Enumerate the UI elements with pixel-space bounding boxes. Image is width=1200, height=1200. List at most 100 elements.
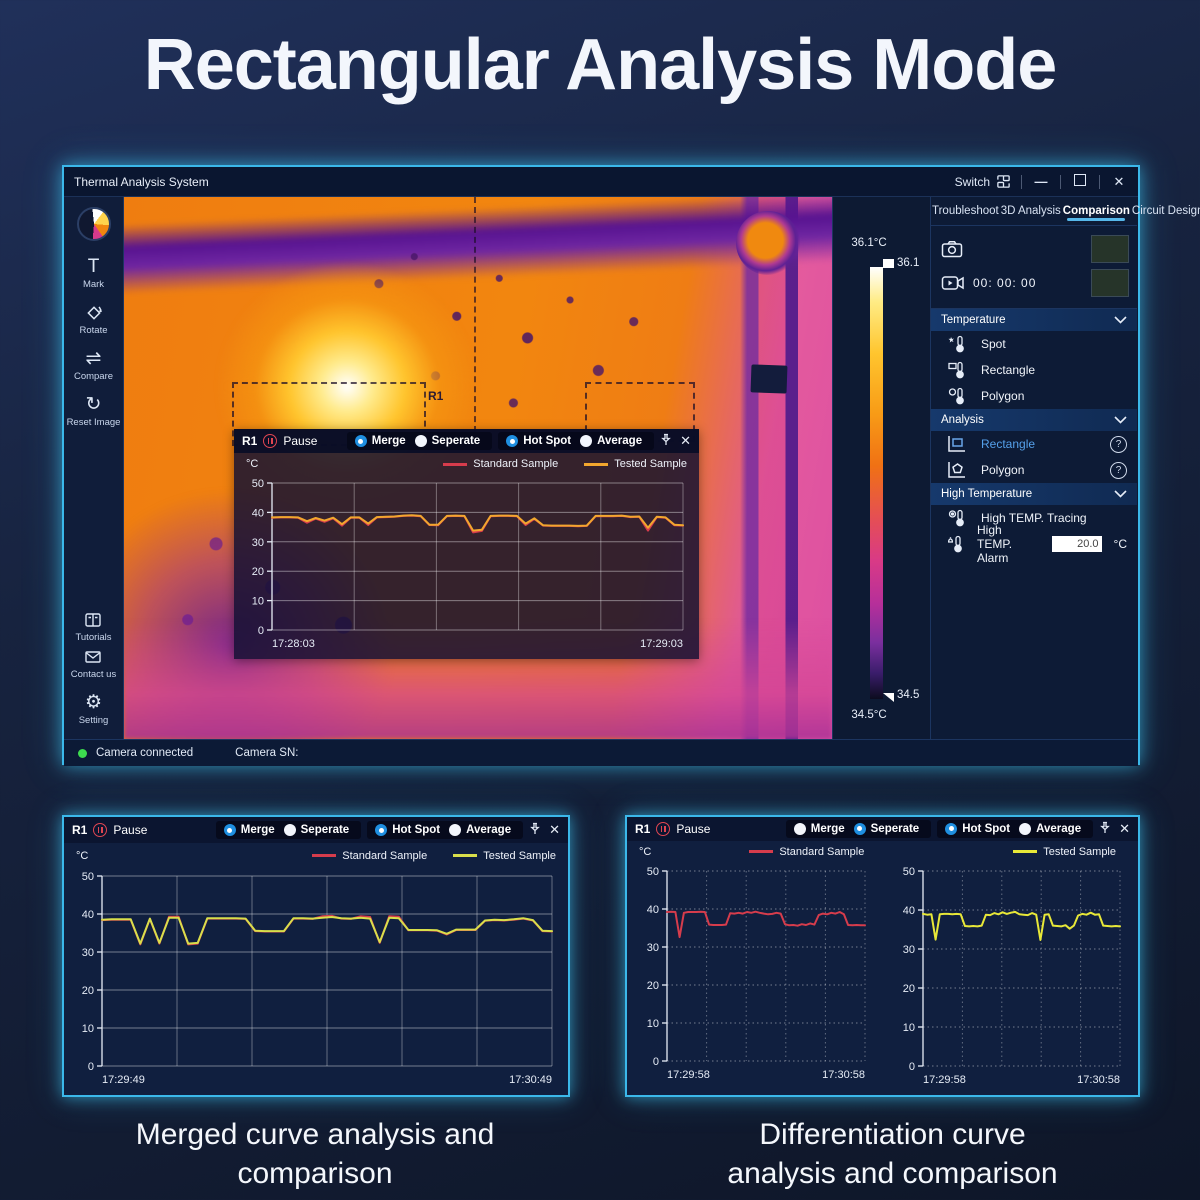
temperature-curve-chart: 0 10 20 30 40 50 17:28:03 17:29:03 bbox=[238, 475, 695, 657]
hot-spot-radio[interactable] bbox=[506, 435, 519, 448]
svg-text:10: 10 bbox=[647, 1018, 659, 1030]
pin-icon[interactable] bbox=[660, 433, 672, 449]
tab-bar: Troubleshoot 3D Analysis Comparison Circ… bbox=[931, 197, 1200, 226]
tab-circuit-design[interactable]: Circuit Design bbox=[1131, 205, 1200, 217]
section-temperature[interactable]: Temperature bbox=[931, 309, 1137, 331]
tab-3d-analysis[interactable]: 3D Analysis bbox=[1000, 205, 1061, 217]
close-button[interactable]: ✕ bbox=[1113, 173, 1125, 189]
tab-comparison[interactable]: Comparison bbox=[1062, 205, 1130, 221]
sidebar-item-compare[interactable]: ⇌ Compare bbox=[73, 348, 114, 383]
chart-header: R1 Pause Merge Seperate Hot Spot Average… bbox=[64, 817, 568, 844]
svg-text:40: 40 bbox=[82, 909, 94, 921]
mail-icon bbox=[83, 647, 103, 667]
switch-label: Switch bbox=[954, 174, 990, 189]
svg-text:17:30:58: 17:30:58 bbox=[1077, 1074, 1120, 1086]
section-high-temperature[interactable]: High Temperature bbox=[931, 483, 1137, 505]
roi-label: R1 bbox=[428, 389, 444, 403]
right-panel: Troubleshoot 3D Analysis Comparison Circ… bbox=[930, 197, 1200, 739]
rectangle-thermometer-icon bbox=[945, 360, 969, 380]
help-icon[interactable]: ? bbox=[1110, 435, 1127, 453]
camera-status-label: Camera connected bbox=[96, 747, 194, 759]
svg-text:0: 0 bbox=[88, 1061, 94, 1073]
record-video-icon[interactable] bbox=[941, 275, 965, 291]
svg-text:0: 0 bbox=[909, 1061, 915, 1073]
polygon-analysis-icon bbox=[945, 460, 969, 480]
svg-text:17:29:58: 17:29:58 bbox=[667, 1069, 710, 1081]
roi-guide-line bbox=[474, 197, 476, 442]
analysis-polygon[interactable]: Polygon ? bbox=[931, 457, 1137, 483]
sidebar-item-tutorials[interactable]: Tutorials bbox=[75, 610, 112, 643]
svg-text:17:30:49: 17:30:49 bbox=[509, 1074, 552, 1086]
legend-tested-sample: Tested Sample bbox=[1013, 846, 1116, 858]
mark-icon: T bbox=[87, 256, 100, 277]
legend-standard-sample: Standard Sample bbox=[312, 850, 427, 862]
maximize-button[interactable] bbox=[1071, 174, 1089, 189]
svg-text:17:28:03: 17:28:03 bbox=[272, 638, 315, 650]
status-bar: Camera connected Camera SN: bbox=[64, 739, 1138, 766]
compare-icon: ⇌ bbox=[85, 348, 102, 369]
help-icon[interactable]: ? bbox=[1110, 461, 1127, 479]
record-time: 00: 00: 00 bbox=[973, 276, 1037, 290]
scale-max-label: 36.1°C bbox=[851, 237, 887, 249]
separate-chart-panel: R1 Pause Merge Seperate Hot Spot Average… bbox=[625, 815, 1140, 1097]
tutorials-icon bbox=[83, 610, 103, 630]
tool-spot[interactable]: Spot bbox=[931, 331, 1137, 357]
pin-icon[interactable] bbox=[529, 822, 541, 838]
sidebar-item-rotate[interactable]: Rotate bbox=[80, 303, 108, 336]
capture-panel: 00: 00: 00 bbox=[931, 226, 1137, 309]
sidebar-item-contact-us[interactable]: Contact us bbox=[71, 647, 116, 680]
merge-radio[interactable] bbox=[793, 822, 806, 835]
region-label: R1 bbox=[242, 434, 258, 449]
sidebar-item-reset-image[interactable]: ↻ Reset Image bbox=[66, 394, 121, 429]
svg-text:30: 30 bbox=[647, 942, 659, 954]
pause-icon[interactable] bbox=[93, 823, 108, 838]
average-radio[interactable] bbox=[449, 824, 462, 837]
sidebar-item-mark[interactable]: T Mark bbox=[82, 256, 105, 291]
camera-icon[interactable] bbox=[941, 240, 963, 258]
left-toolbar: T Mark Rotate ⇌ Compare ↻ Reset Image Tu… bbox=[64, 197, 124, 739]
sidebar-item-setting[interactable]: ⚙ Setting bbox=[78, 692, 109, 727]
svg-text:20: 20 bbox=[252, 566, 264, 578]
merge-radio[interactable] bbox=[354, 435, 367, 448]
caption-merged: Merged curve analysis and comparison bbox=[135, 1118, 495, 1190]
hot-spot-radio[interactable] bbox=[375, 824, 388, 837]
merge-radio[interactable] bbox=[223, 824, 236, 837]
svg-text:17:29:49: 17:29:49 bbox=[102, 1074, 145, 1086]
floating-chart-panel: R1 Pause Merge Seperate Hot Spot Average… bbox=[234, 429, 699, 659]
svg-text:17:29:03: 17:29:03 bbox=[640, 638, 683, 650]
close-icon[interactable]: ✕ bbox=[1119, 820, 1130, 836]
analysis-rectangle[interactable]: Rectangle ? bbox=[931, 431, 1137, 457]
svg-text:30: 30 bbox=[82, 947, 94, 959]
tool-polygon-temp[interactable]: Polygon bbox=[931, 383, 1137, 409]
palette-icon[interactable] bbox=[76, 207, 111, 241]
average-radio[interactable] bbox=[580, 435, 593, 448]
app-window: Thermal Analysis System Switch — ✕ T Mar… bbox=[62, 165, 1200, 766]
seperate-radio[interactable] bbox=[853, 822, 866, 835]
tab-troubleshoot[interactable]: Troubleshoot bbox=[932, 205, 999, 217]
unit-label: °C bbox=[639, 845, 652, 858]
pause-icon[interactable] bbox=[656, 821, 671, 836]
svg-text:17:29:58: 17:29:58 bbox=[923, 1074, 966, 1086]
svg-text:20: 20 bbox=[82, 985, 94, 997]
section-analysis[interactable]: Analysis bbox=[931, 409, 1137, 431]
svg-text:10: 10 bbox=[82, 1023, 94, 1035]
seperate-radio[interactable] bbox=[283, 824, 296, 837]
alarm-threshold-input[interactable] bbox=[1051, 536, 1102, 552]
thermal-knob bbox=[736, 210, 801, 275]
tool-rectangle-temp[interactable]: Rectangle bbox=[931, 357, 1137, 383]
high-temp-tracing[interactable]: High TEMP. Tracing bbox=[931, 505, 1137, 531]
pin-icon[interactable] bbox=[1099, 821, 1111, 837]
average-radio[interactable] bbox=[1019, 822, 1032, 835]
switch-button[interactable]: Switch bbox=[955, 174, 1011, 189]
close-icon[interactable]: ✕ bbox=[680, 433, 691, 449]
minimize-button[interactable]: — bbox=[1034, 174, 1048, 189]
high-temp-alarm[interactable]: High TEMP. Alarm °C bbox=[931, 523, 1137, 565]
seperate-radio[interactable] bbox=[414, 435, 427, 448]
close-icon[interactable]: ✕ bbox=[549, 822, 560, 838]
standard-sample-chart: 0 10 20 30 40 50 17:29:58 17:30:58 bbox=[633, 863, 877, 1093]
merged-chart-panel: R1 Pause Merge Seperate Hot Spot Average… bbox=[62, 815, 570, 1097]
pause-icon[interactable] bbox=[263, 434, 278, 449]
thermal-image[interactable]: R1 R1 Pause Merge Seperate Hot Spot Aver… bbox=[124, 197, 832, 739]
legend-tested-sample: Tested Sample bbox=[453, 850, 556, 862]
hot-spot-radio[interactable] bbox=[945, 822, 958, 835]
